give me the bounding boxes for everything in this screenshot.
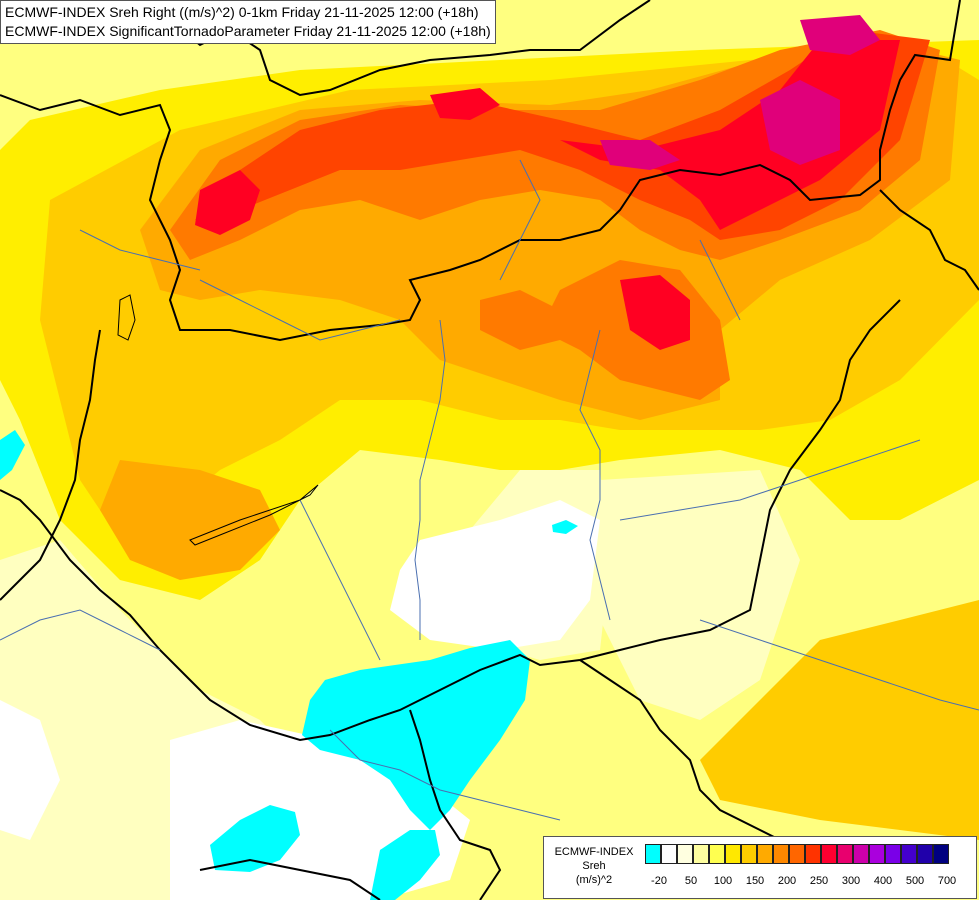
legend-swatch xyxy=(661,844,677,864)
legend-swatch xyxy=(789,844,805,864)
legend-swatch xyxy=(741,844,757,864)
lake-balaton xyxy=(189,484,319,546)
field-red-west xyxy=(195,170,260,235)
field-gold-southeast xyxy=(700,600,979,840)
field-cyan-south xyxy=(302,640,530,830)
legend-tick-label: 700 xyxy=(937,875,957,887)
legend-swatch xyxy=(885,844,901,864)
legend-swatch xyxy=(725,844,741,864)
field-magenta-north xyxy=(800,15,880,55)
legend-swatch xyxy=(645,844,661,864)
legend-tick-label: 250 xyxy=(809,875,829,887)
field-magenta-core xyxy=(760,80,840,165)
field-cyan-bottom xyxy=(370,830,440,900)
field-cyan-small xyxy=(552,520,578,534)
legend-swatch xyxy=(837,844,853,864)
map-title-box: ECMWF-INDEX Sreh Right ((m/s)^2) 0-1km F… xyxy=(0,0,496,44)
legend-swatch xyxy=(805,844,821,864)
legend-swatch xyxy=(933,844,949,864)
field-pale-east xyxy=(600,470,800,720)
legend-title-line3: (m/s)^2 xyxy=(575,874,613,886)
legend-tick-label: 400 xyxy=(873,875,893,887)
legend-swatch xyxy=(917,844,933,864)
legend-swatch xyxy=(677,844,693,864)
field-darkorange-mid xyxy=(480,290,560,350)
field-orange-west xyxy=(100,460,280,580)
legend-tick-label: 150 xyxy=(745,875,765,887)
legend-title-line2: Sreh xyxy=(582,860,606,872)
legend-tick-label: 200 xyxy=(777,875,797,887)
legend-swatch xyxy=(773,844,789,864)
field-cyan-west xyxy=(0,430,25,480)
legend-swatch xyxy=(853,844,869,864)
legend-tick-label: 300 xyxy=(841,875,861,887)
legend-color-scale xyxy=(645,844,949,864)
field-magenta-mid xyxy=(600,140,680,170)
legend: ECMWF-INDEX Sreh (m/s)^2 -20 50 100 150 200 2… xyxy=(543,836,977,899)
legend-tick-label: 500 xyxy=(905,875,925,887)
legend-swatch xyxy=(693,844,709,864)
legend-tick-label: -20 xyxy=(651,875,667,887)
legend-tick-label: 50 xyxy=(684,875,698,887)
legend-swatch xyxy=(821,844,837,864)
legend-ticks: -20 50 100 150 200 250 300 400 500 700 xyxy=(645,875,975,891)
legend-swatch xyxy=(757,844,773,864)
legend-tick-label: 100 xyxy=(713,875,733,887)
field-red-north xyxy=(430,88,500,120)
field-white-center xyxy=(390,500,600,650)
rivers xyxy=(0,159,979,821)
title-line-1: ECMWF-INDEX Sreh Right ((m/s)^2) 0-1km F… xyxy=(5,4,479,20)
field-white-west xyxy=(0,700,60,840)
legend-swatch xyxy=(869,844,885,864)
legend-swatch xyxy=(709,844,725,864)
legend-swatch xyxy=(901,844,917,864)
field-cyan-southwest xyxy=(210,805,300,872)
title-line-2: ECMWF-INDEX SignificantTornadoParameter … xyxy=(5,23,491,39)
legend-title-line1: ECMWF-INDEX xyxy=(554,846,634,858)
legend-title: ECMWF-INDEX Sreh (m/s)^2 xyxy=(548,845,640,887)
lake-neusiedl xyxy=(117,294,136,341)
field-red-southeast xyxy=(620,275,690,350)
